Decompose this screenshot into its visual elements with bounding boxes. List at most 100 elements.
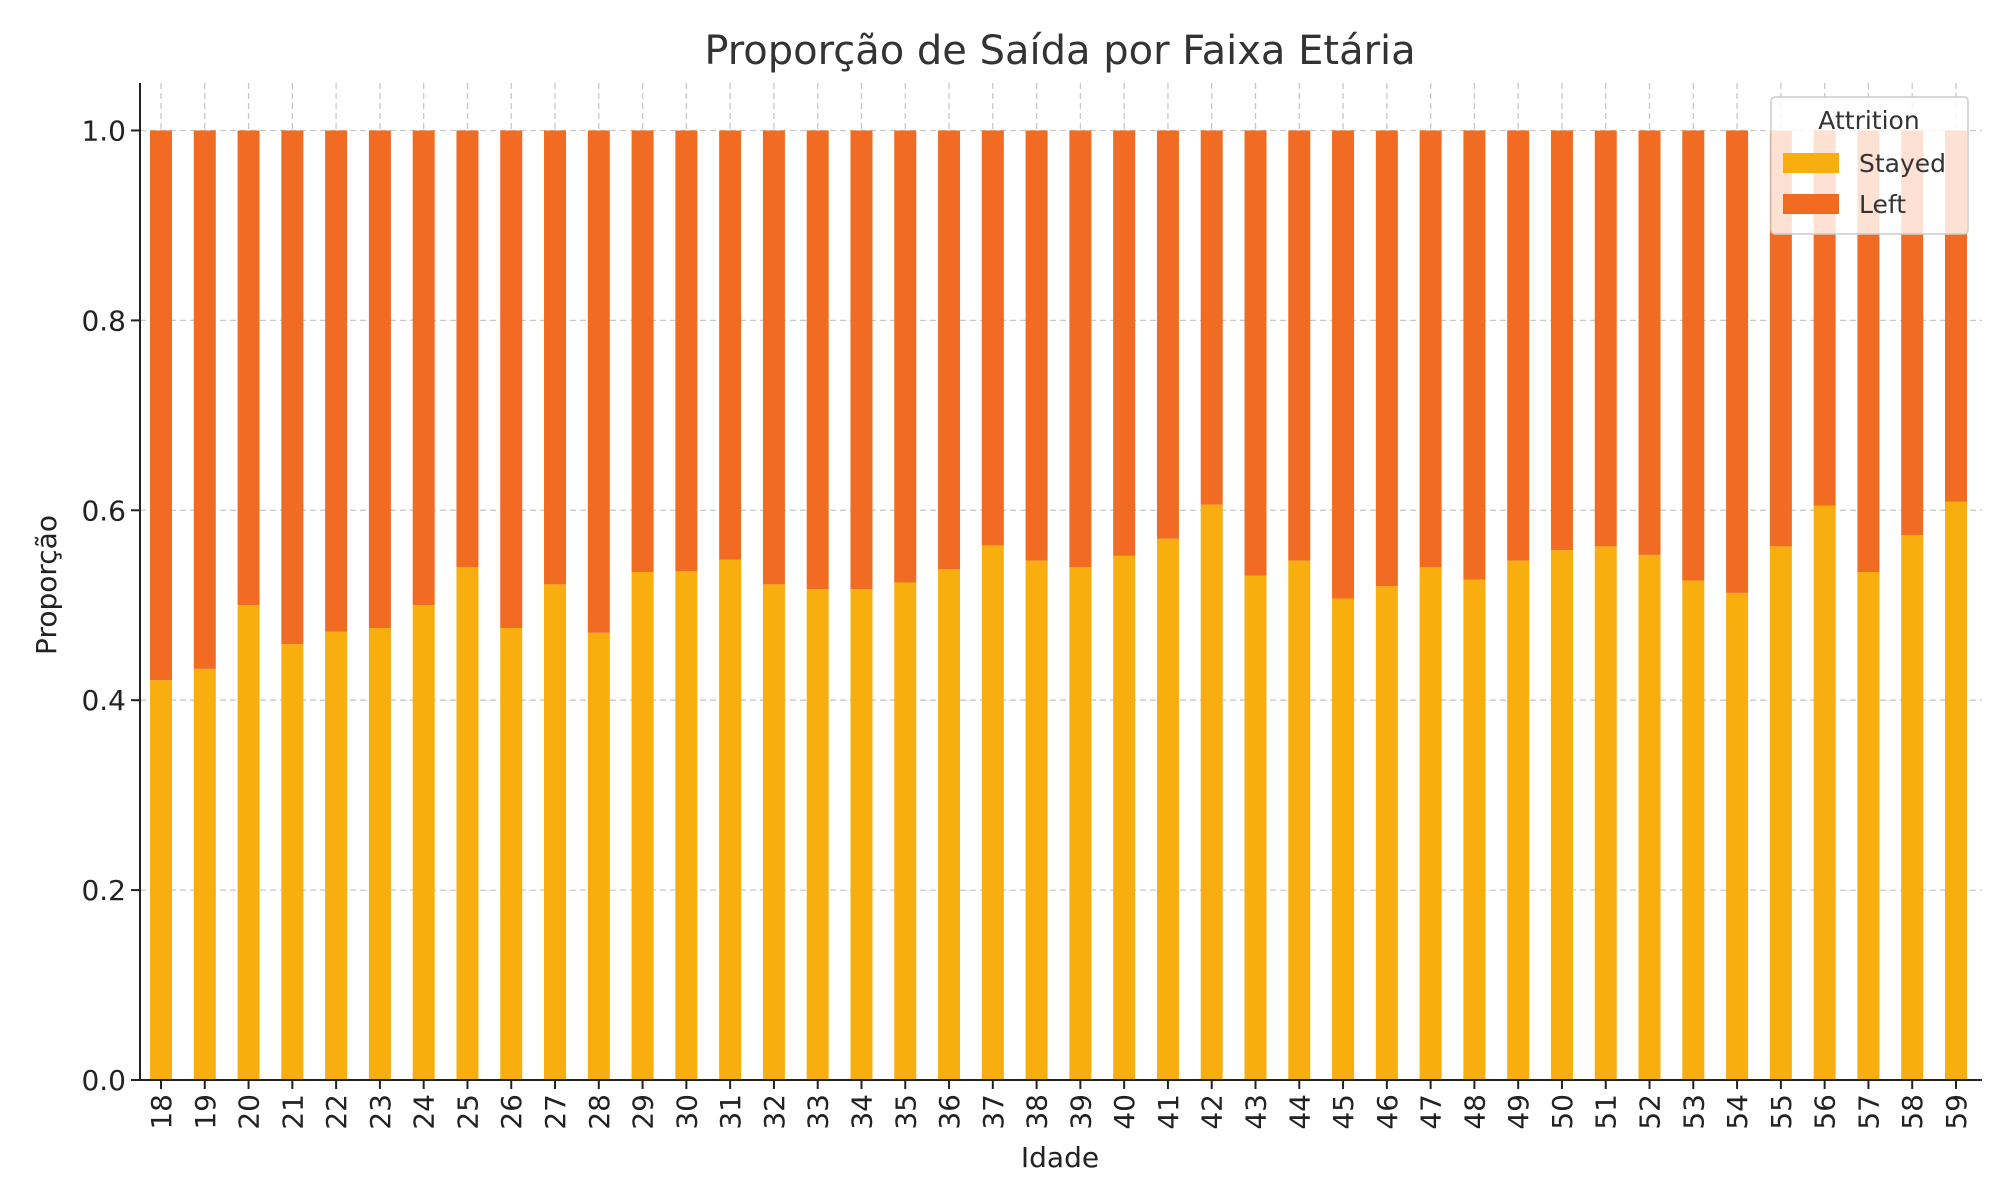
x-tick-label: 18 <box>145 1094 178 1130</box>
bar-left <box>1375 130 1398 587</box>
y-tick-label: 0.0 <box>81 1064 126 1097</box>
bar-stayed <box>981 545 1004 1080</box>
bar-left <box>762 130 785 585</box>
bar-stayed <box>719 559 742 1080</box>
bars <box>150 130 1967 1080</box>
bar-left <box>850 130 873 590</box>
x-tick-label: 50 <box>1546 1094 1579 1130</box>
x-tick-label: 37 <box>977 1094 1010 1130</box>
bar-stayed <box>806 589 829 1080</box>
bar-left <box>1156 130 1179 539</box>
legend-swatch-left <box>1783 194 1839 214</box>
bar-left <box>500 130 523 629</box>
bar-left <box>237 130 260 606</box>
bar-stayed <box>412 605 435 1080</box>
bar-stayed <box>1550 550 1573 1080</box>
bar-left <box>631 130 654 573</box>
bar-stayed <box>1200 504 1223 1080</box>
bar-stayed <box>1726 592 1749 1080</box>
x-tick-label: 38 <box>1021 1094 1054 1130</box>
bar-left <box>1857 130 1880 573</box>
bar-stayed <box>368 628 391 1080</box>
bar-left <box>806 130 829 590</box>
bar-left <box>719 130 742 560</box>
bar-stayed <box>325 631 348 1080</box>
x-tick-label: 28 <box>583 1094 616 1130</box>
bar-stayed <box>1638 554 1661 1080</box>
chart-title: Proporção de Saída por Faixa Etária <box>704 28 1415 74</box>
y-tick-label: 0.2 <box>81 874 126 907</box>
bar-stayed <box>1857 572 1880 1080</box>
x-tick-label: 22 <box>320 1094 353 1130</box>
bar-left <box>1069 130 1092 568</box>
bar-left <box>1507 130 1530 561</box>
x-tick-label: 54 <box>1721 1094 1754 1130</box>
x-tick-label: 36 <box>933 1094 966 1130</box>
bar-stayed <box>1944 501 1967 1080</box>
bar-left <box>1550 130 1573 551</box>
x-tick-label: 45 <box>1327 1094 1360 1130</box>
bar-stayed <box>1769 546 1792 1080</box>
x-tick-label: 52 <box>1634 1094 1667 1130</box>
bar-stayed <box>193 668 216 1080</box>
x-tick-label: 35 <box>889 1094 922 1130</box>
bar-left <box>1682 130 1705 581</box>
bar-stayed <box>1069 567 1092 1080</box>
bar-left <box>1726 130 1749 593</box>
x-tick-label: 31 <box>714 1094 747 1130</box>
bar-stayed <box>1113 555 1136 1080</box>
bar-left <box>1113 130 1136 556</box>
x-tick-label: 43 <box>1240 1094 1273 1130</box>
x-tick-label: 24 <box>408 1094 441 1130</box>
bar-left <box>1463 130 1486 580</box>
bar-left <box>1025 130 1048 561</box>
bar-left <box>1638 130 1661 555</box>
x-tick-label: 44 <box>1283 1094 1316 1130</box>
bar-left <box>1419 130 1442 568</box>
bar-left <box>675 130 698 572</box>
bar-stayed <box>631 572 654 1080</box>
x-tick-label: 20 <box>233 1094 266 1130</box>
bar-left <box>281 130 304 645</box>
x-tick-label: 29 <box>627 1094 660 1130</box>
bar-stayed <box>1156 538 1179 1080</box>
x-tick-label: 53 <box>1677 1094 1710 1130</box>
bar-stayed <box>237 605 260 1080</box>
y-ticks: 0.0 0.2 0.4 0.6 0.8 1.0 <box>81 114 140 1097</box>
bar-stayed <box>1682 580 1705 1080</box>
bar-left <box>587 130 610 633</box>
bar-left <box>193 130 216 669</box>
bar-stayed <box>850 589 873 1080</box>
bar-stayed <box>1375 586 1398 1080</box>
bar-stayed <box>1507 560 1530 1080</box>
y-tick-label: 0.8 <box>81 304 126 337</box>
bar-stayed <box>1025 560 1048 1080</box>
legend-swatch-stayed <box>1783 153 1839 173</box>
bar-stayed <box>938 569 961 1080</box>
bar-left <box>1594 130 1617 547</box>
x-tick-label: 56 <box>1809 1094 1842 1130</box>
axes <box>139 83 1982 1081</box>
x-tick-label: 19 <box>189 1094 222 1130</box>
x-tick-label: 27 <box>539 1094 572 1130</box>
x-tick-label: 46 <box>1371 1094 1404 1130</box>
bar-left <box>938 130 961 570</box>
y-tick-label: 0.6 <box>81 494 126 527</box>
x-tick-label: 47 <box>1415 1094 1448 1130</box>
x-tick-label: 48 <box>1458 1094 1491 1130</box>
bar-left <box>325 130 348 632</box>
x-tick-label: 55 <box>1765 1094 1798 1130</box>
x-tick-label: 51 <box>1590 1094 1623 1130</box>
bar-left <box>894 130 917 583</box>
bar-stayed <box>1463 579 1486 1080</box>
bar-left <box>456 130 479 568</box>
legend-title: Attrition <box>1818 106 1919 135</box>
bar-stayed <box>150 680 172 1080</box>
bar-left <box>1244 130 1267 576</box>
y-tick-label: 0.4 <box>81 684 126 717</box>
bar-stayed <box>587 632 610 1080</box>
bar-stayed <box>1332 598 1355 1080</box>
x-axis-label: Idade <box>1021 1141 1099 1174</box>
bar-stayed <box>675 571 698 1080</box>
